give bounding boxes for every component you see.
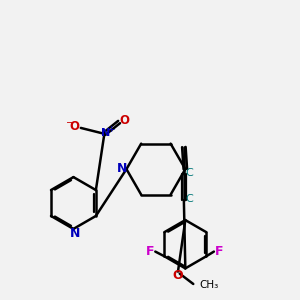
- Text: F: F: [146, 245, 154, 258]
- Text: F: F: [215, 245, 224, 258]
- Text: C: C: [185, 168, 193, 178]
- Text: N: N: [70, 227, 80, 240]
- Text: +: +: [107, 125, 115, 134]
- Text: N: N: [101, 128, 110, 138]
- Text: O: O: [119, 114, 129, 127]
- Text: CH₃: CH₃: [199, 280, 218, 290]
- Text: C: C: [185, 194, 193, 205]
- Text: −: −: [66, 118, 74, 128]
- Text: O: O: [69, 120, 79, 133]
- Text: O: O: [173, 268, 183, 282]
- Text: N: N: [117, 162, 128, 175]
